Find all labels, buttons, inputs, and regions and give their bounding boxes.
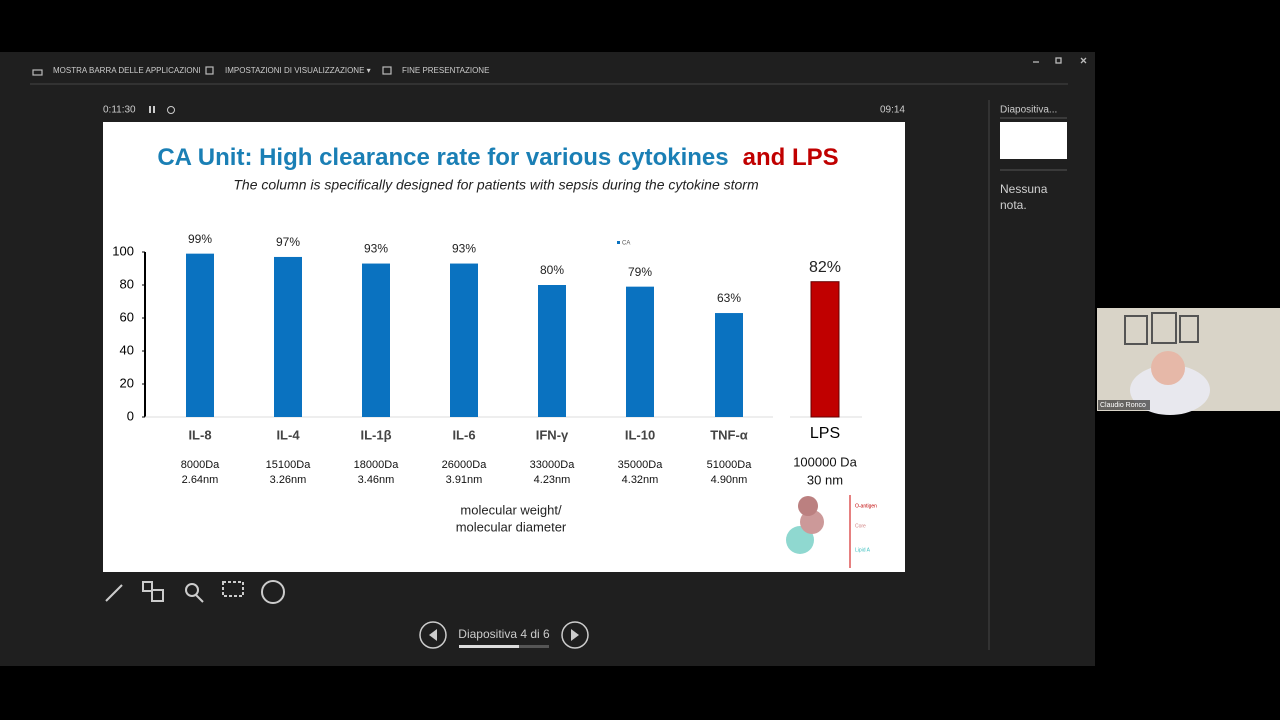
toolbar-item[interactable]: MOSTRA BARRA DELLE APPLICAZIONI [53, 66, 201, 75]
category-detail: 18000Da [354, 459, 400, 471]
video-frame [1151, 312, 1177, 344]
video-frame [1179, 315, 1199, 343]
notes: Nessuna nota. [1000, 182, 1048, 212]
y-tick-label: 80 [120, 276, 134, 291]
image-label: Core [855, 523, 866, 529]
slide-subtitle: The column is specifically designed for … [233, 177, 759, 193]
value-label: 99% [188, 232, 212, 246]
timer-controls[interactable] [149, 106, 175, 114]
x-tick-label: IL-8 [188, 427, 211, 442]
timer: 0:11:30 [103, 105, 136, 116]
bar [715, 313, 743, 417]
category-detail: 15100Da [266, 459, 312, 471]
slide-counter: Diapositiva 4 di 6 [458, 627, 550, 641]
name-tag-bg [1098, 400, 1150, 410]
clock: 09:14 [880, 105, 905, 116]
tool-icons[interactable] [105, 580, 285, 604]
slide-title: CA Unit: High clearance rate for various… [157, 144, 838, 171]
value-label: 97% [276, 235, 300, 249]
value-label: 63% [717, 291, 741, 305]
toolbar-item[interactable]: FINE PRESENTAZIONE [402, 66, 489, 75]
nav-buttons[interactable] [419, 621, 589, 649]
slide-thumbnail[interactable] [1000, 122, 1067, 159]
category-detail: 100000 Da [793, 454, 857, 469]
category-detail: 3.46nm [358, 474, 395, 486]
category-detail: 4.23nm [534, 474, 571, 486]
category-detail: 4.32nm [622, 474, 659, 486]
x-tick-label: IL-10 [625, 427, 655, 442]
x-tick-label: LPS [810, 425, 840, 442]
value-label: 93% [452, 242, 476, 256]
sidebar-title: Diapositiva... [1000, 105, 1057, 116]
window-controls [1033, 57, 1087, 64]
value-label: 82% [809, 259, 841, 276]
category-detail: 4.90nm [711, 474, 748, 486]
value-label: 93% [364, 242, 388, 256]
bar [810, 281, 840, 418]
person-head [1151, 351, 1185, 385]
value-label: 80% [540, 263, 564, 277]
category-detail: 26000Da [442, 459, 488, 471]
y-tick-label: 0 [127, 408, 134, 423]
x-note: molecular weight/ [460, 502, 562, 517]
title-part: and LPS [743, 144, 839, 171]
bar [274, 256, 302, 417]
x-tick-label: IFN-γ [536, 427, 569, 442]
category-detail: 33000Da [530, 459, 576, 471]
bar [450, 263, 478, 417]
bar [626, 286, 654, 417]
category-detail: 8000Da [181, 459, 220, 471]
category-detail: 2.64nm [182, 474, 219, 486]
lps-molecule [786, 495, 851, 568]
y-tick-label: 40 [120, 342, 134, 357]
category-detail: 3.91nm [446, 474, 483, 486]
x-tick-label: TNF-α [710, 427, 748, 442]
x-tick-label: IL-4 [276, 427, 300, 442]
progress-fill [459, 645, 519, 648]
legend-swatch [617, 241, 620, 244]
toolbar-icons [32, 66, 392, 76]
y-tick-label: 60 [120, 309, 134, 324]
category-detail: 35000Da [618, 459, 664, 471]
bar [538, 285, 566, 417]
title-part: CA Unit: High clearance rate for various… [157, 144, 728, 171]
category-detail: 30 nm [807, 472, 843, 487]
image-label: O-antigen [855, 503, 877, 509]
y-tick-label: 20 [120, 375, 134, 390]
slide [103, 122, 905, 572]
x-tick-label: IL-6 [452, 427, 475, 442]
bar [362, 263, 390, 417]
toolbar-item[interactable]: IMPOSTAZIONI DI VISUALIZZAZIONE ▾ [225, 66, 371, 75]
video-frame [1124, 315, 1148, 345]
value-label: 79% [628, 265, 652, 279]
image-label: Lipid A [855, 547, 871, 553]
legend-label: CA [622, 241, 630, 247]
category-detail: 3.26nm [270, 474, 307, 486]
participant-name: Claudio Ronco [1100, 402, 1146, 409]
x-tick-label: IL-1β [360, 427, 391, 442]
category-detail: 51000Da [707, 459, 753, 471]
bar [186, 253, 214, 417]
x-note: molecular diameter [456, 519, 567, 534]
y-tick-label: 100 [112, 243, 134, 258]
